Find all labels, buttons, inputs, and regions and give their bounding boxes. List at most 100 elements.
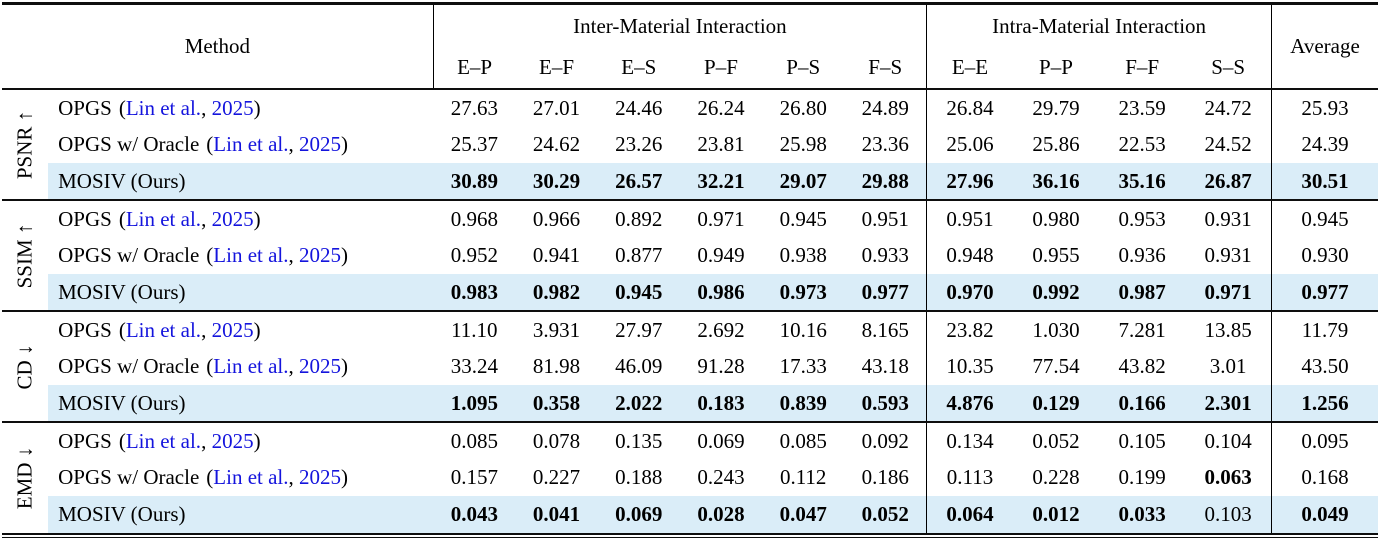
method-name: MOSIV (Ours)	[58, 502, 186, 526]
value-cell: 36.16	[1012, 163, 1100, 200]
value-cell: 0.980	[1032, 206, 1080, 231]
value-cell: 0.069	[597, 496, 680, 533]
value-cell: 0.992	[1012, 274, 1100, 311]
value-cell: 81.98	[532, 354, 581, 378]
value-cell: 23.36	[844, 126, 928, 163]
citation-link-authors[interactable]: Lin et al.	[125, 95, 202, 120]
table-row: OPGS w/ Oracle (Lin et al., 2025) 33.24 81.…	[2, 348, 1378, 385]
results-table-wrapper: Method Inter-Material Interaction Intra-Ma…	[2, 2, 1378, 533]
metric-label: SSIM ↑	[2, 200, 48, 311]
value-cell: 0.186	[844, 459, 928, 496]
value-cell: 0.085	[450, 428, 498, 453]
average-cell: 30.51	[1271, 163, 1378, 200]
citation-link-year[interactable]: 2025	[299, 132, 342, 156]
citation-link-year[interactable]: 2025	[211, 317, 254, 342]
value-cell: 22.53	[1118, 132, 1166, 156]
value-cell: 0.358	[515, 385, 598, 422]
value-cell: 77.54	[1032, 354, 1080, 378]
value-cell: 0.052	[1032, 428, 1080, 453]
method-cell: MOSIV (Ours)	[48, 385, 434, 422]
column-header: E–P	[457, 55, 493, 79]
value-cell: 1.030	[1032, 317, 1080, 342]
method-name: OPGS w/ Oracle	[58, 465, 200, 489]
citation-separator: ,	[288, 243, 300, 267]
method-name: OPGS	[58, 95, 112, 120]
citation-link-year[interactable]: 2025	[211, 95, 254, 120]
value-cell: 0.243	[697, 465, 745, 489]
group-header-intra-material: Intra-Material Interaction	[926, 5, 1273, 47]
value-cell: 10.35	[946, 354, 994, 378]
value-cell: 0.892	[615, 206, 663, 231]
citation-link-authors[interactable]: Lin et al.	[125, 428, 202, 453]
citation-link-year[interactable]: 2025	[299, 354, 342, 378]
citation-link-authors[interactable]: Lin et al.	[213, 465, 289, 489]
citation-link-authors[interactable]: Lin et al.	[213, 243, 289, 267]
citation-link-year[interactable]: 2025	[299, 465, 342, 489]
value-cell: 0.968	[450, 206, 498, 231]
value-cell: 0.085	[779, 428, 827, 453]
column-header: F–S	[844, 47, 928, 89]
value-cell: 25.37	[450, 132, 498, 156]
table-row: MOSIV (Ours) 30.89 30.29 26.57 32.21 29.07 29.…	[2, 163, 1378, 200]
value-cell: 0.955	[1032, 243, 1080, 267]
value-cell: 27.97	[615, 317, 663, 342]
value-cell: 13.85	[1185, 311, 1273, 348]
value-cell: 0.188	[615, 465, 663, 489]
method-name: OPGS w/ Oracle	[58, 243, 200, 267]
average-cell: 0.049	[1271, 496, 1378, 533]
citation-link-year[interactable]: 2025	[211, 206, 254, 231]
value-cell: 0.986	[679, 274, 763, 311]
citation-paren-close: )	[253, 95, 261, 120]
average-cell: 25.93	[1301, 95, 1349, 120]
average-cell: 43.50	[1301, 354, 1349, 378]
value-cell: 0.982	[515, 274, 598, 311]
citation-link-authors[interactable]: Lin et al.	[125, 317, 202, 342]
citation-link-authors[interactable]: Lin et al.	[125, 206, 202, 231]
value-cell: 26.84	[946, 95, 994, 120]
average-cell: 0.930	[1301, 243, 1349, 267]
value-cell: 27.96	[926, 163, 1013, 200]
citation-separator: ,	[288, 132, 300, 156]
value-cell: 24.52	[1185, 126, 1273, 163]
value-cell: 23.82	[946, 317, 994, 342]
value-cell: 24.62	[532, 132, 581, 156]
value-cell: 0.977	[844, 274, 928, 311]
method-cell: OPGS w/ Oracle (Lin et al., 2025)	[48, 126, 433, 163]
value-cell: 0.064	[926, 496, 1013, 533]
column-header: S–S	[1185, 47, 1273, 89]
method-cell: OPGS (Lin et al., 2025)	[48, 311, 433, 348]
value-cell: 32.21	[679, 163, 763, 200]
citation-paren-close: )	[341, 132, 349, 156]
citation-link-year[interactable]: 2025	[211, 428, 254, 453]
value-cell: 26.80	[779, 95, 827, 120]
value-cell: 0.951	[844, 200, 928, 237]
method-cell: OPGS w/ Oracle (Lin et al., 2025)	[48, 348, 433, 385]
value-cell: 0.129	[1012, 385, 1100, 422]
table-row: OPGS w/ Oracle (Lin et al., 2025) 0.157 0.2…	[2, 459, 1378, 496]
citation-paren-open: (	[206, 465, 214, 489]
citation-link-authors[interactable]: Lin et al.	[213, 132, 289, 156]
metric-label: EMD ↓	[2, 422, 48, 533]
value-cell: 25.86	[1032, 132, 1080, 156]
table-row: MOSIV (Ours) 0.043 0.041 0.069 0.028 0.047 0.0…	[2, 496, 1378, 533]
value-cell: 0.166	[1099, 385, 1186, 422]
value-cell: 0.069	[697, 428, 745, 453]
value-cell: 27.63	[450, 95, 498, 120]
citation-link-year[interactable]: 2025	[299, 243, 342, 267]
metric-section: PSNR ↑ OPGS (Lin et al., 2025) 27.63 27.01 24…	[2, 89, 1378, 200]
value-cell: 7.281	[1118, 317, 1166, 342]
average-cell: 11.79	[1301, 317, 1349, 342]
value-cell: 24.46	[615, 95, 663, 120]
value-cell: 33.24	[450, 354, 498, 378]
table-header: Method Inter-Material Interaction Intra-Ma…	[2, 5, 1378, 89]
citation-link-authors[interactable]: Lin et al.	[213, 354, 289, 378]
column-header: E–E	[951, 55, 989, 79]
method-name: MOSIV (Ours)	[58, 279, 186, 304]
value-cell: 0.983	[433, 274, 516, 311]
value-cell: 24.72	[1185, 89, 1273, 126]
value-cell: 0.157	[450, 465, 498, 489]
value-cell: 0.012	[1012, 496, 1100, 533]
value-cell: 0.047	[762, 496, 845, 533]
table-row: MOSIV (Ours) 0.983 0.982 0.945 0.986 0.973 0.9…	[2, 274, 1378, 311]
value-cell: 23.59	[1118, 95, 1166, 120]
